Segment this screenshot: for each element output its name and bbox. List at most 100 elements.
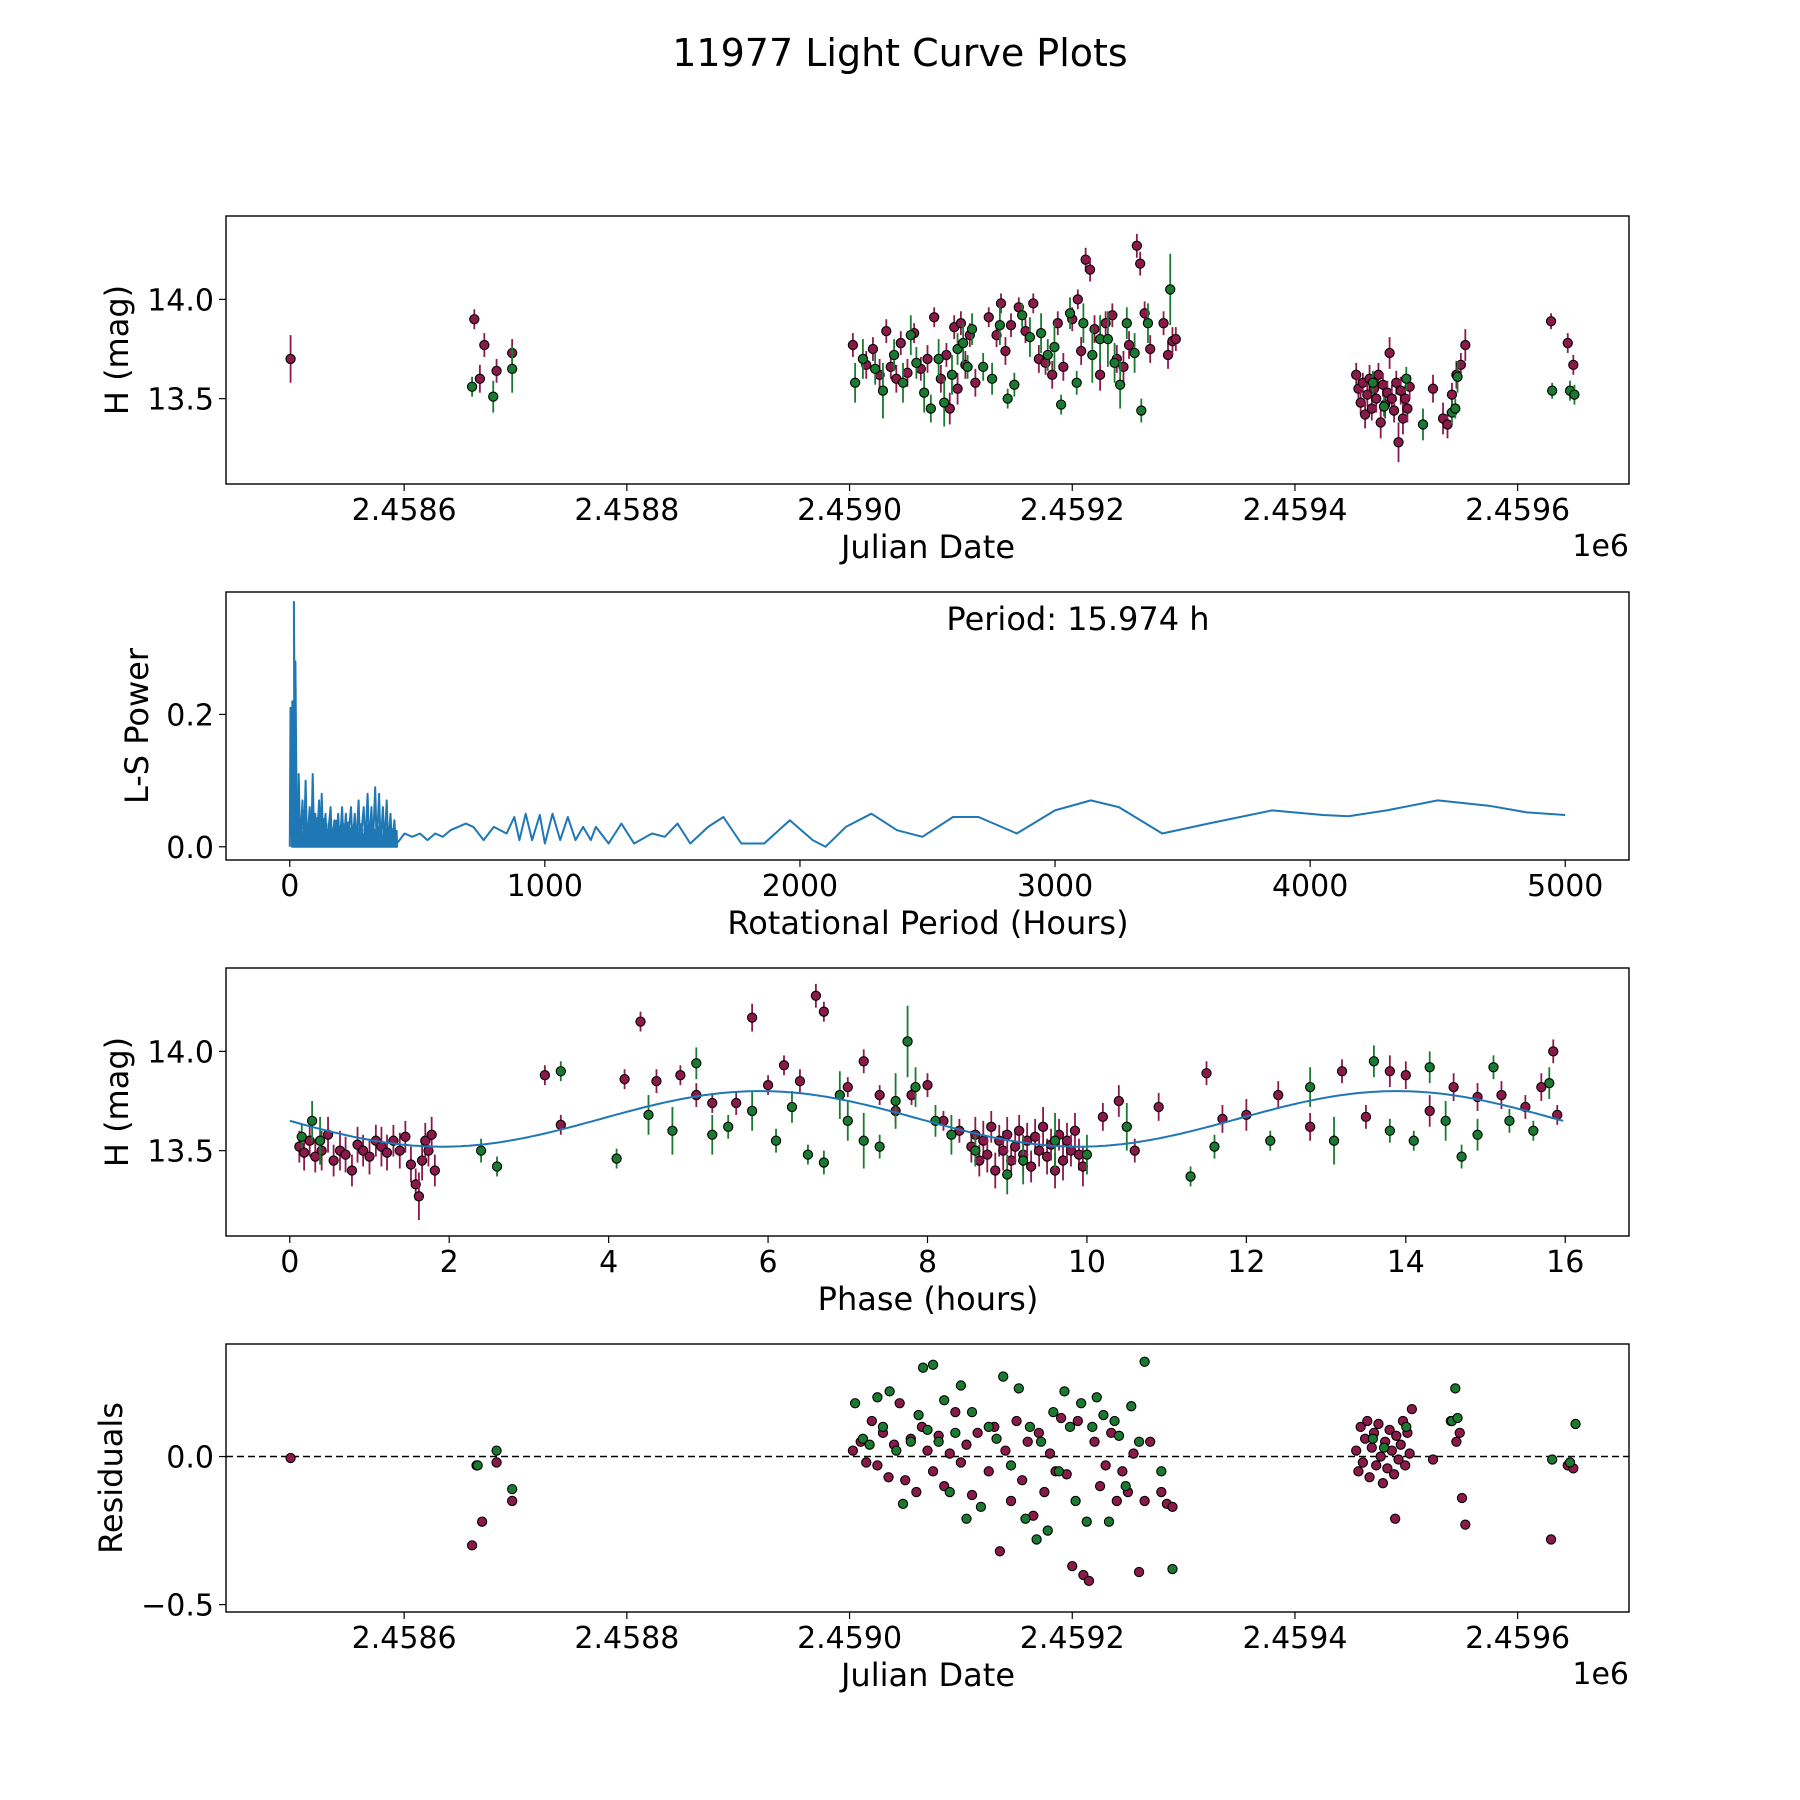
residuals-offset-label: 1e6 <box>1572 1657 1629 1692</box>
green-data-point <box>1564 1457 1576 1468</box>
green-data-point <box>1304 1081 1316 1093</box>
maroon-data-point <box>357 1145 369 1156</box>
green-data-point <box>1081 1149 1093 1160</box>
maroon-data-point <box>1170 333 1181 345</box>
green-data-point <box>491 1445 502 1456</box>
maroon-data-point <box>1005 1495 1017 1507</box>
green-data-point <box>1098 1409 1109 1421</box>
green-data-point <box>1165 284 1176 295</box>
green-data-point <box>1139 1356 1150 1367</box>
maroon-data-point <box>1377 1478 1389 1489</box>
maroon-data-point <box>847 339 859 351</box>
maroon-data-point <box>881 325 892 337</box>
maroon-data-point <box>1107 310 1118 321</box>
green-data-point <box>1031 1534 1042 1545</box>
green-data-point <box>507 363 518 375</box>
maroon-data-point <box>961 1439 972 1450</box>
maroon-data-point <box>1454 1427 1465 1438</box>
green-data-point <box>933 1436 944 1447</box>
maroon-data-point <box>1390 1513 1401 1524</box>
green-data-point <box>1002 1169 1013 1180</box>
residuals-x-ticks: 2.4586 2.4588 2.4590 2.4592 2.4594 2.4596 <box>352 1612 1570 1656</box>
maroon-data-point <box>1128 1448 1139 1459</box>
x-tick-label: 14 <box>1387 1245 1425 1280</box>
maroon-data-point <box>952 383 963 394</box>
green-data-point <box>1064 308 1076 319</box>
green-data-point <box>1488 1062 1499 1073</box>
maroon-data-point <box>1357 1457 1369 1468</box>
maroon-data-point <box>1355 397 1366 408</box>
maroon-data-point <box>316 1145 327 1156</box>
green-data-point <box>1024 1421 1036 1433</box>
green-data-point <box>306 1115 318 1127</box>
x-tick-label: 2.4592 <box>1020 493 1125 528</box>
maroon-data-point <box>469 314 480 325</box>
green-data-point <box>1367 1433 1379 1444</box>
green-data-point <box>1544 1077 1555 1089</box>
maroon-data-point <box>1460 339 1471 351</box>
maroon-data-point <box>955 318 967 329</box>
maroon-data-point <box>1364 1472 1375 1483</box>
maroon-data-point <box>1351 369 1362 380</box>
maroon-data-point <box>1067 1560 1078 1572</box>
maroon-data-point <box>1117 1466 1128 1477</box>
maroon-data-point <box>340 1149 351 1160</box>
green-data-point <box>1018 1155 1029 1166</box>
residuals-marks <box>226 1356 1629 1587</box>
green-data-point <box>1126 1401 1137 1412</box>
green-data-point <box>849 1398 861 1409</box>
maroon-data-point <box>1084 264 1096 275</box>
maroon-data-point <box>1000 345 1011 357</box>
maroon-data-point <box>1366 403 1377 414</box>
green-data-point <box>1087 1421 1098 1433</box>
maroon-data-point <box>1388 405 1400 416</box>
maroon-data-point <box>429 1165 441 1176</box>
y-tick-label: 0.0 <box>166 1441 214 1476</box>
x-tick-label: 4 <box>599 1245 618 1280</box>
green-data-point <box>1016 310 1028 321</box>
green-data-point <box>1328 1135 1340 1146</box>
phase-panel: 0 2 4 6 8 10 12 14 16 13.5 14.0 Phase (hours) H (… <box>98 967 1630 1318</box>
green-data-point <box>998 1371 1009 1382</box>
green-data-point <box>555 1066 566 1077</box>
maroon-data-point <box>1402 403 1413 414</box>
green-data-point <box>475 1145 487 1156</box>
green-data-point <box>966 1406 978 1418</box>
x-tick-label: 2000 <box>762 869 838 904</box>
green-data-point <box>962 361 973 373</box>
green-data-point <box>1167 1563 1178 1575</box>
maroon-data-point <box>1000 1445 1011 1456</box>
green-data-point <box>857 353 869 365</box>
green-data-point <box>1528 1125 1539 1136</box>
periodogram-y-ticks: 0.0 0.2 <box>166 698 226 866</box>
lightcurve-y-ticks: 13.5 14.0 <box>147 283 226 418</box>
green-data-point <box>857 1433 869 1444</box>
maroon-data-point <box>762 1079 774 1091</box>
green-data-point <box>1417 419 1429 430</box>
maroon-data-point <box>1094 369 1106 380</box>
maroon-data-point <box>1362 1415 1373 1427</box>
green-data-point <box>946 369 958 380</box>
maroon-data-point <box>922 353 933 365</box>
maroon-data-point <box>381 1147 393 1158</box>
maroon-data-point <box>1158 318 1169 329</box>
maroon-data-point <box>1076 345 1087 357</box>
green-data-point <box>667 1125 678 1136</box>
maroon-data-point <box>1011 1415 1022 1427</box>
maroon-data-point <box>1448 1081 1459 1093</box>
green-data-point <box>1452 1412 1463 1424</box>
phase-marks <box>289 983 1564 1221</box>
maroon-data-point <box>1033 1145 1045 1156</box>
maroon-data-point <box>944 1448 955 1459</box>
maroon-data-point <box>1373 369 1384 380</box>
green-data-point <box>491 1161 503 1172</box>
y-tick-label: 14.0 <box>147 1035 214 1070</box>
green-data-point <box>1087 349 1098 361</box>
maroon-data-point <box>539 1070 551 1081</box>
maroon-data-point <box>328 1155 339 1166</box>
maroon-data-point <box>872 1460 883 1471</box>
green-data-point <box>1109 1415 1120 1427</box>
green-data-point <box>946 1129 957 1140</box>
maroon-data-point <box>1135 258 1146 269</box>
maroon-data-point <box>810 990 822 1001</box>
